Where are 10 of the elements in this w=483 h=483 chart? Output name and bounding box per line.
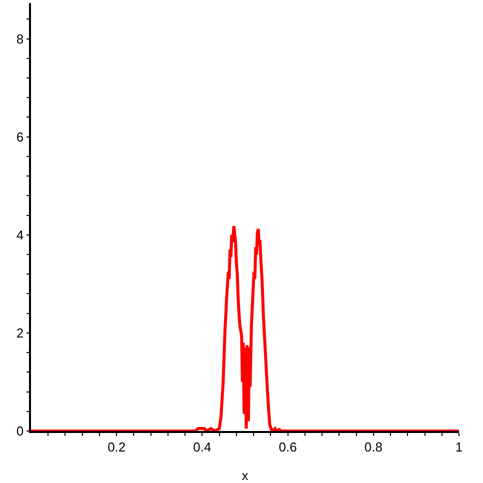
x-tick-label: 1	[455, 439, 463, 454]
y-tick-label: 8	[16, 31, 24, 46]
y-tick-label: 2	[16, 326, 24, 340]
y-tick-label: 4	[16, 227, 24, 242]
x-tick-label: 0.4	[193, 439, 212, 454]
x-tick-label: 0.6	[278, 439, 297, 454]
y-tick-label: 0	[16, 424, 24, 439]
x-tick-label: 0.2	[108, 439, 126, 454]
x-tick-label: 0.8	[364, 439, 382, 454]
y-tick-label: 6	[16, 129, 24, 144]
